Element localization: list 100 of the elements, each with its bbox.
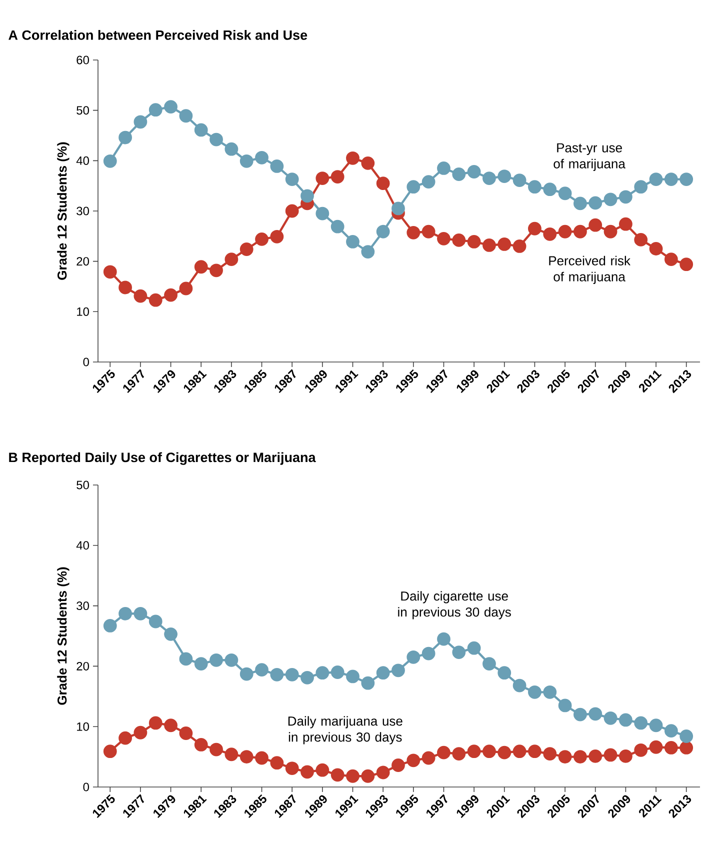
- y-axis-title: Grade 12 Students (%): [57, 142, 70, 280]
- point: [406, 754, 420, 768]
- point: [452, 646, 466, 660]
- point: [680, 730, 694, 743]
- point: [179, 282, 193, 296]
- point: [210, 653, 223, 667]
- point: [437, 632, 450, 646]
- point: [255, 751, 268, 765]
- point: [558, 224, 572, 238]
- point: [422, 175, 436, 189]
- point: [224, 653, 238, 667]
- point: [164, 718, 178, 732]
- point: [300, 670, 314, 684]
- point: [422, 224, 436, 238]
- point: [361, 676, 375, 690]
- point: [574, 224, 587, 238]
- point: [634, 232, 648, 246]
- point: [285, 762, 299, 775]
- point: [680, 741, 694, 754]
- point: [316, 666, 330, 680]
- point: [437, 232, 450, 246]
- point: [498, 746, 512, 760]
- point: [574, 708, 587, 722]
- point: [285, 204, 299, 218]
- point: [482, 744, 496, 758]
- y-tick-label: 0: [83, 782, 90, 792]
- point: [634, 716, 648, 730]
- point: [270, 668, 284, 682]
- point: [270, 160, 284, 173]
- y-tick-label: 40: [76, 156, 90, 165]
- point: [437, 162, 450, 175]
- point: [255, 150, 268, 164]
- point: [512, 678, 526, 692]
- point: [240, 750, 254, 764]
- y-tick-label: 50: [76, 106, 90, 115]
- point: [118, 606, 132, 620]
- point: [649, 172, 663, 186]
- point: [346, 769, 360, 783]
- point: [210, 132, 223, 146]
- point: [664, 741, 678, 754]
- series-label: Past-yr use of marijuana: [554, 143, 626, 171]
- point: [148, 614, 162, 628]
- point: [316, 172, 330, 185]
- point: [664, 724, 678, 738]
- point: [392, 758, 405, 772]
- point: [574, 196, 587, 210]
- point: [422, 646, 436, 660]
- series-label: Perceived risk of marijuana: [549, 256, 630, 284]
- point: [634, 743, 648, 757]
- point: [118, 280, 132, 294]
- point: [270, 230, 284, 244]
- point: [512, 174, 526, 187]
- point: [148, 293, 162, 307]
- point: [316, 763, 330, 777]
- point: [664, 252, 678, 266]
- y-axis-title: Grade 12 Students (%): [57, 567, 70, 705]
- y-tick-label: 30: [76, 602, 90, 610]
- point: [118, 130, 132, 144]
- point: [346, 151, 360, 165]
- point: [346, 235, 360, 248]
- point: [194, 738, 208, 752]
- point: [224, 142, 238, 156]
- point: [330, 220, 344, 234]
- point: [285, 668, 299, 682]
- point: [406, 226, 420, 240]
- point: [361, 156, 375, 170]
- y-tick-label: 10: [77, 722, 90, 731]
- point: [604, 711, 618, 725]
- point: [498, 170, 512, 183]
- y-tick-label: 50: [76, 480, 90, 490]
- point: [270, 756, 284, 770]
- point: [618, 749, 632, 763]
- point: [618, 190, 632, 204]
- point: [543, 685, 557, 699]
- point: [528, 744, 542, 758]
- point: [664, 172, 678, 186]
- point: [482, 172, 496, 185]
- point: [482, 238, 496, 252]
- point: [512, 240, 526, 253]
- point: [543, 182, 557, 196]
- y-tick-label: 40: [76, 541, 90, 550]
- y-tick-label: 10: [77, 307, 90, 316]
- point: [680, 258, 694, 272]
- text: Daily cigarette use in previous 30 days: [398, 591, 511, 620]
- point: [255, 663, 268, 677]
- point: [330, 170, 344, 184]
- point: [330, 768, 344, 782]
- point: [649, 242, 663, 256]
- point: [361, 245, 375, 258]
- point: [164, 100, 178, 114]
- point: [194, 260, 208, 274]
- point: [558, 698, 572, 712]
- point: [452, 233, 466, 247]
- point: [467, 744, 481, 758]
- y-tick-label: 30: [76, 206, 90, 216]
- point: [604, 748, 618, 762]
- point: [588, 196, 602, 210]
- point: [194, 123, 208, 137]
- point: [437, 746, 450, 760]
- chart-title: A Correlation between Perceived Risk and Use: [8, 30, 308, 40]
